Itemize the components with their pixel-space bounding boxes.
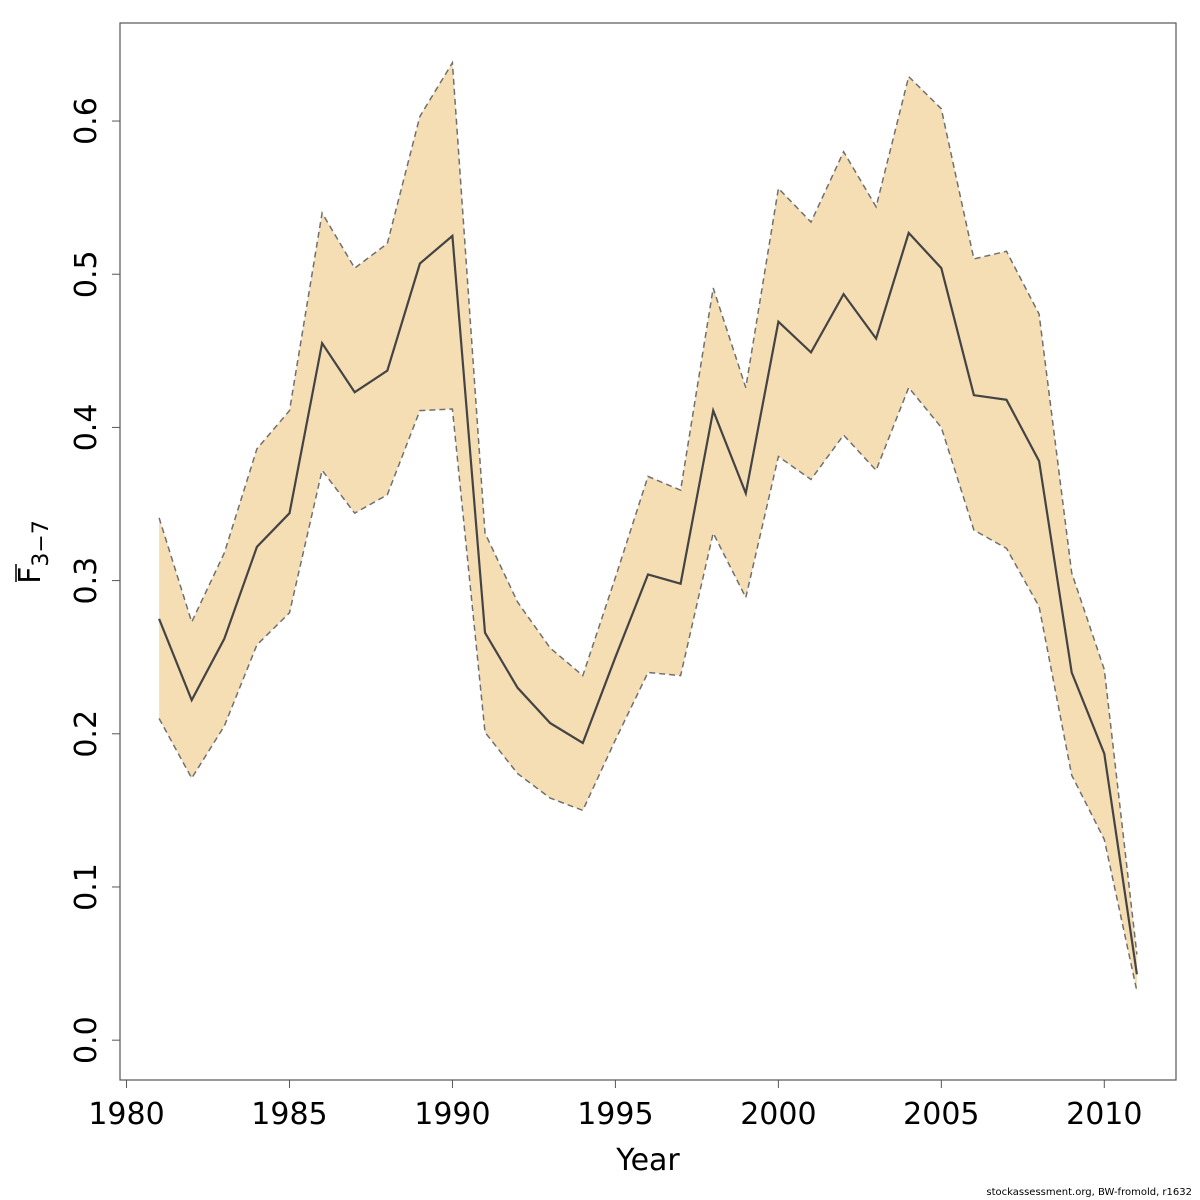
y-tick-label: 0.3 [69,557,104,605]
y-tick-label: 0.6 [69,97,104,145]
x-tick-label: 1995 [577,1097,653,1132]
y-tick-label: 0.0 [69,1016,104,1064]
estimate-line-layer [158,60,1138,992]
y-tick-label: 0.2 [69,710,104,758]
x-tick-label: 2005 [903,1097,979,1132]
svg-text:F3−7: F3−7 [13,520,54,584]
lower-bound-line [158,386,1138,992]
x-tick-label: 1985 [251,1097,327,1132]
upper-bound-line [158,60,1138,955]
y-axis-title: F3−7 [13,520,54,584]
y-axis: 0.0 0.1 0.2 0.3 0.4 0.5 0.6 [69,97,121,1064]
x-tick-label: 2000 [740,1097,816,1132]
confidence-band [159,62,1137,992]
x-axis-title: Year [615,1143,680,1178]
y-tick-label: 0.4 [69,404,104,452]
x-tick-label: 1990 [414,1097,490,1132]
y-tick-label: 0.5 [69,250,104,298]
confidence-band-layer [159,62,1137,992]
x-tick-label: 2010 [1066,1097,1142,1132]
y-tick-label: 0.1 [69,863,104,911]
source-footnote: stockassessment.org, BW-fromold, r1632 [986,1187,1192,1198]
y-axis-title-main: F [13,567,48,584]
y-axis-title-subscript: 3−7 [29,520,54,566]
x-tick-label: 1980 [88,1097,164,1132]
x-axis: 1980 1985 1990 1995 2000 2005 2010 [88,1079,1142,1132]
estimate-line [158,230,1138,975]
